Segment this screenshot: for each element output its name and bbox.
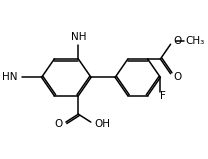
Text: CH₃: CH₃ (186, 36, 205, 46)
Text: O: O (54, 119, 63, 129)
Text: F: F (160, 91, 166, 101)
Text: O: O (173, 36, 181, 46)
Text: HN: HN (2, 72, 17, 82)
Text: NH: NH (71, 32, 86, 42)
Text: OH: OH (94, 119, 110, 129)
Text: O: O (173, 72, 181, 82)
